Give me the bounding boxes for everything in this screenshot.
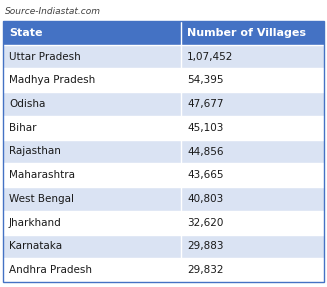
Bar xyxy=(3,45,324,69)
Bar xyxy=(3,187,324,211)
Text: 29,832: 29,832 xyxy=(187,265,224,275)
Text: 1,07,452: 1,07,452 xyxy=(187,52,233,62)
Text: Madhya Pradesh: Madhya Pradesh xyxy=(9,75,95,85)
Text: Jharkhand: Jharkhand xyxy=(9,218,62,228)
Text: Odisha: Odisha xyxy=(9,99,45,109)
Text: West Bengal: West Bengal xyxy=(9,194,74,204)
Bar xyxy=(3,211,324,234)
Text: 44,856: 44,856 xyxy=(187,146,224,156)
Bar xyxy=(3,140,324,163)
Text: Andhra Pradesh: Andhra Pradesh xyxy=(9,265,92,275)
Bar xyxy=(3,234,324,258)
Text: Number of Villages: Number of Villages xyxy=(187,28,306,38)
Bar xyxy=(3,21,324,45)
Text: Bihar: Bihar xyxy=(9,123,37,133)
Text: 43,665: 43,665 xyxy=(187,170,224,180)
Text: Uttar Pradesh: Uttar Pradesh xyxy=(9,52,81,62)
Text: 54,395: 54,395 xyxy=(187,75,224,85)
Text: State: State xyxy=(9,28,43,38)
Text: Maharashtra: Maharashtra xyxy=(9,170,75,180)
Bar xyxy=(3,116,324,140)
Text: Rajasthan: Rajasthan xyxy=(9,146,61,156)
Bar xyxy=(3,92,324,116)
Text: Karnataka: Karnataka xyxy=(9,241,62,251)
Text: Source-Indiastat.com: Source-Indiastat.com xyxy=(5,7,101,15)
Text: 32,620: 32,620 xyxy=(187,218,224,228)
Text: 40,803: 40,803 xyxy=(187,194,223,204)
Text: 47,677: 47,677 xyxy=(187,99,224,109)
Text: 45,103: 45,103 xyxy=(187,123,224,133)
Bar xyxy=(3,258,324,282)
Bar xyxy=(3,163,324,187)
Text: 29,883: 29,883 xyxy=(187,241,224,251)
Bar xyxy=(3,69,324,92)
